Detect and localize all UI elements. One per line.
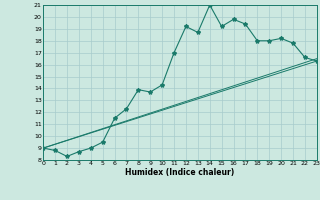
X-axis label: Humidex (Indice chaleur): Humidex (Indice chaleur) [125,168,235,177]
